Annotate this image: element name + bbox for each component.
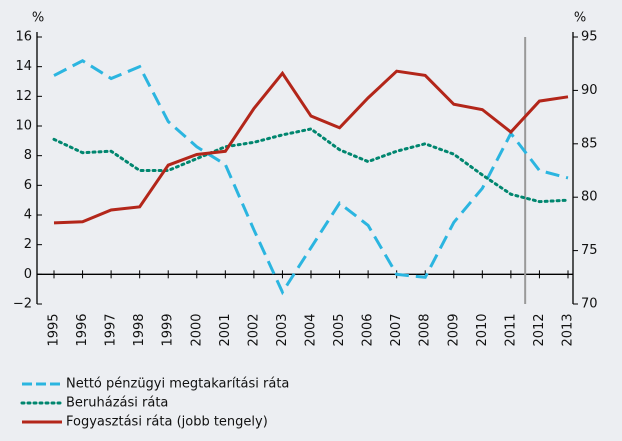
y-tick-label: 12 <box>15 89 32 104</box>
x-tick-label: 1999 <box>161 313 176 346</box>
x-tick-label: 2002 <box>246 313 261 346</box>
x-tick-label: 2013 <box>561 313 576 346</box>
x-tick-label: 2012 <box>532 313 547 346</box>
x-tick-label: 2003 <box>275 313 290 346</box>
x-tick-label: 2009 <box>446 313 461 346</box>
x-tick-label: 2005 <box>332 313 347 346</box>
y-unit: % <box>32 11 44 26</box>
y-tick-label: 0 <box>24 267 32 282</box>
x-tick-label: 1998 <box>132 313 147 346</box>
y2-tick-label: 85 <box>581 136 598 151</box>
y2-tick-label: 75 <box>581 243 598 258</box>
x-tick-label: 2001 <box>218 313 233 346</box>
series-line <box>52 127 570 204</box>
y-tick-label: 2 <box>24 237 32 252</box>
y2-tick-label: 90 <box>581 83 598 98</box>
y-tick-label: 4 <box>24 208 32 223</box>
y-tick-label: 8 <box>24 148 32 163</box>
y-tick-label: 6 <box>24 178 32 193</box>
y2-tick-label: 70 <box>581 297 598 312</box>
x-tick-label: 1997 <box>104 313 119 346</box>
series-line <box>53 59 569 296</box>
x-tick-label: 1996 <box>75 313 90 346</box>
y2-unit: % <box>574 11 586 26</box>
y-tick-label: 16 <box>15 30 32 45</box>
y-tick-label: 14 <box>15 59 32 74</box>
x-tick-label: 2010 <box>475 313 490 346</box>
legend-label: Beruházási ráta <box>66 396 168 411</box>
x-tick-label: 2004 <box>304 313 319 346</box>
x-tick-label: 1995 <box>47 313 62 346</box>
y2-tick-label: 95 <box>581 30 598 45</box>
y-tick-label: −2 <box>13 297 32 312</box>
legend-label: Nettó pénzügyi megtakarítási ráta <box>66 377 289 392</box>
x-tick-label: 2006 <box>361 313 376 346</box>
x-tick-label: 2011 <box>503 313 518 346</box>
y2-tick-label: 80 <box>581 190 598 205</box>
x-tick-label: 2000 <box>189 313 204 346</box>
legend-label: Fogyasztási ráta (jobb tengely) <box>66 415 268 430</box>
y-tick-label: 10 <box>15 119 32 134</box>
x-tick-label: 2008 <box>418 313 433 346</box>
x-tick-label: 2007 <box>389 313 404 346</box>
series-line <box>53 69 569 225</box>
